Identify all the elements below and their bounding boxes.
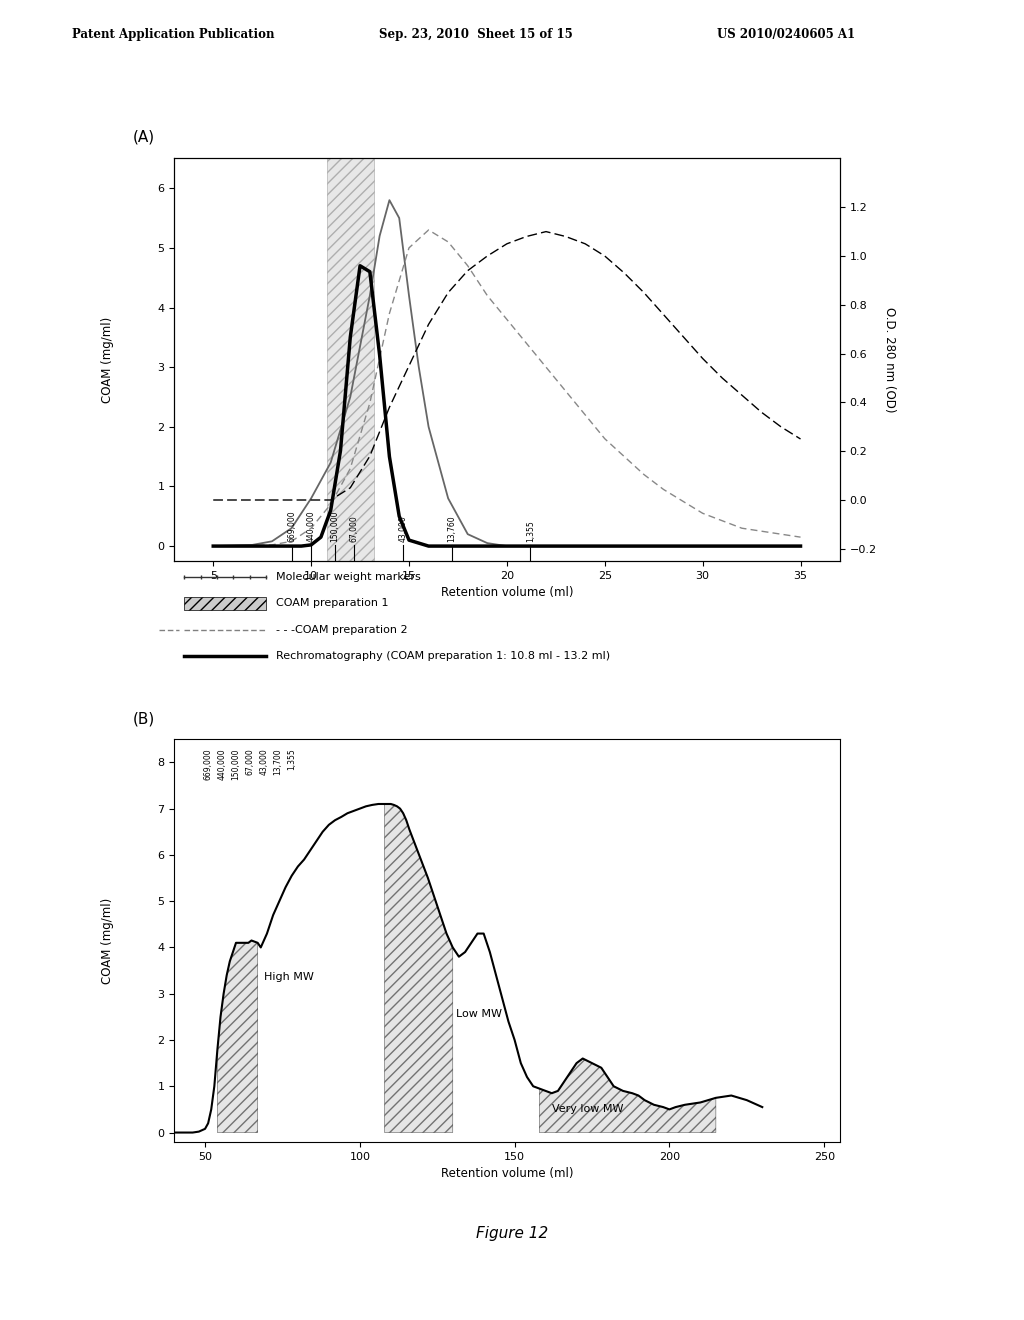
Text: (A): (A) — [133, 129, 156, 144]
Text: 669,000: 669,000 — [287, 511, 296, 543]
Text: 669,000: 669,000 — [204, 748, 213, 780]
Text: Sep. 23, 2010  Sheet 15 of 15: Sep. 23, 2010 Sheet 15 of 15 — [379, 28, 572, 41]
Y-axis label: COAM (mg/ml): COAM (mg/ml) — [101, 898, 115, 983]
Text: - - -COAM preparation 2: - - -COAM preparation 2 — [276, 624, 409, 635]
X-axis label: Retention volume (ml): Retention volume (ml) — [440, 1167, 573, 1180]
Text: Figure 12: Figure 12 — [476, 1226, 548, 1241]
Y-axis label: O.D. 280 nm (OD): O.D. 280 nm (OD) — [883, 308, 896, 412]
Text: 13,760: 13,760 — [447, 515, 457, 543]
Text: COAM preparation 1: COAM preparation 1 — [276, 598, 389, 609]
Text: 150,000: 150,000 — [231, 748, 241, 780]
Text: (B): (B) — [133, 711, 156, 726]
Text: Very low MW: Very low MW — [552, 1104, 624, 1114]
Text: 67,000: 67,000 — [246, 748, 254, 775]
Text: 150,000: 150,000 — [330, 511, 339, 543]
Text: 440,000: 440,000 — [217, 748, 226, 780]
Text: 67,000: 67,000 — [349, 515, 358, 543]
Text: 440,000: 440,000 — [306, 511, 315, 543]
Text: Molecular weight markers: Molecular weight markers — [276, 572, 421, 582]
Text: 1,355: 1,355 — [526, 520, 535, 543]
Text: 43,000: 43,000 — [398, 515, 408, 543]
Y-axis label: COAM (mg/ml): COAM (mg/ml) — [101, 317, 115, 403]
Text: Low MW: Low MW — [456, 1008, 502, 1019]
Text: US 2010/0240605 A1: US 2010/0240605 A1 — [717, 28, 855, 41]
Bar — [327, 158, 374, 561]
Text: 43,000: 43,000 — [259, 748, 268, 775]
Text: 13,700: 13,700 — [273, 748, 283, 775]
Text: High MW: High MW — [264, 972, 313, 982]
X-axis label: Retention volume (ml): Retention volume (ml) — [440, 586, 573, 599]
Text: Rechromatography (COAM preparation 1: 10.8 ml - 13.2 ml): Rechromatography (COAM preparation 1: 10… — [276, 651, 610, 661]
Text: 1,355: 1,355 — [287, 748, 296, 770]
Text: Patent Application Publication: Patent Application Publication — [72, 28, 274, 41]
